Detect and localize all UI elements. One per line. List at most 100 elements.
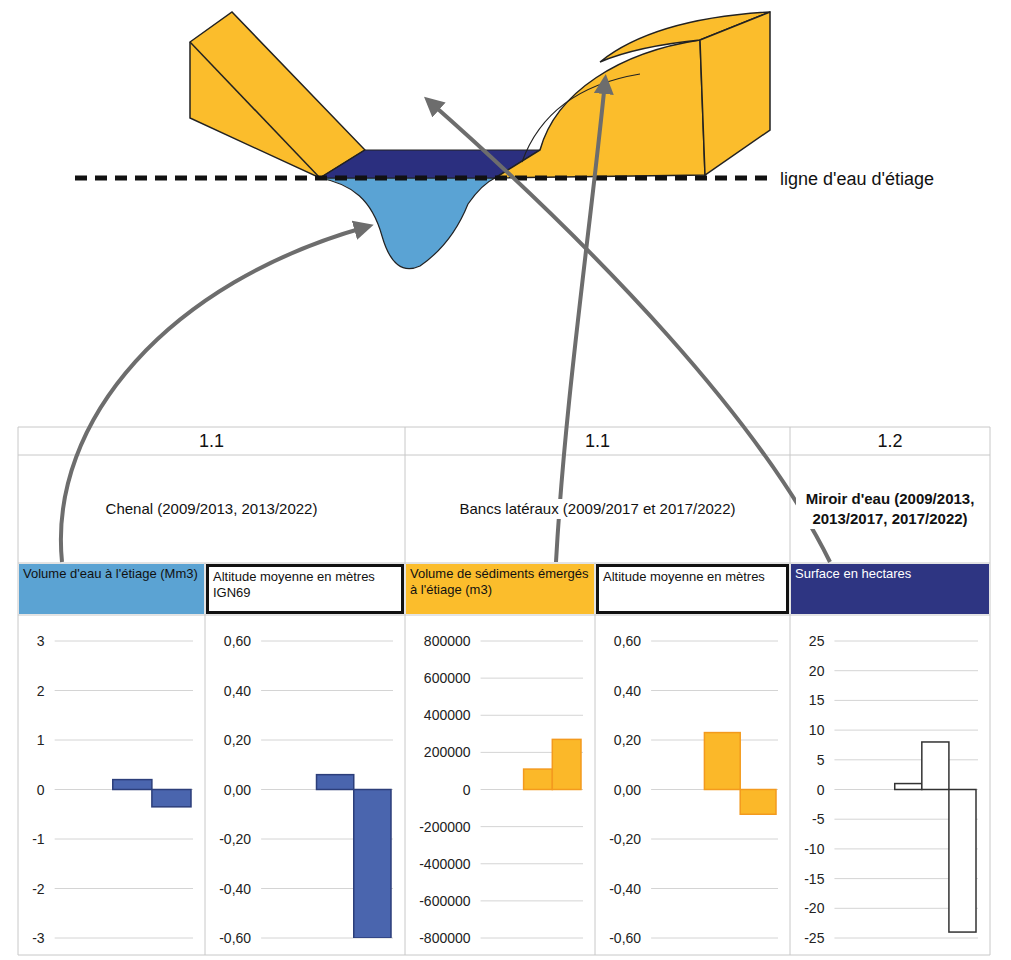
- table-grid: [18, 427, 990, 955]
- bar: [949, 790, 976, 933]
- grid-line: [651, 690, 778, 691]
- table-rule: [990, 563, 991, 955]
- grid-line: [834, 641, 978, 642]
- tick-label: -10: [804, 841, 824, 857]
- left-bank: [190, 12, 365, 178]
- grid-line: [834, 670, 978, 671]
- grid-line: [481, 678, 583, 679]
- section-title-cell: Miroir d'eau (2009/2013, 2013/2017, 2017…: [796, 457, 984, 561]
- tick-label: 0,20: [224, 732, 251, 748]
- bar: [740, 790, 776, 815]
- tick-label: 0: [817, 782, 825, 798]
- grid-line: [481, 826, 583, 827]
- column-header-text: Altitude moyenne en mètres: [603, 569, 765, 585]
- tick-label: -0,60: [219, 930, 251, 946]
- channel: [320, 178, 495, 269]
- tick-label: -600000: [419, 893, 471, 909]
- tick-label: 200000: [424, 744, 471, 760]
- cross-section-diagram: ligne d'eau d'étiage: [75, 12, 934, 269]
- grid-line: [651, 938, 778, 939]
- section-number: 1.2: [877, 431, 902, 452]
- tick-label: 2: [37, 683, 45, 699]
- grid-line: [481, 715, 583, 716]
- mini-chart: -25-20-15-10-50510152025: [804, 633, 978, 946]
- grid-line: [261, 690, 393, 691]
- grid-line: [481, 641, 583, 642]
- section-title-cell: Chenal (2009/2013, 2013/2022): [24, 457, 399, 561]
- tick-label: 20: [809, 663, 825, 679]
- bar: [524, 769, 553, 789]
- tick-label: -0,40: [219, 881, 251, 897]
- bars: [317, 775, 391, 938]
- bars: [524, 739, 581, 789]
- bars: [895, 742, 976, 932]
- table-rule: [18, 455, 990, 456]
- table-rule: [205, 563, 206, 955]
- grid-line: [834, 700, 978, 701]
- section-number: 1.1: [199, 431, 224, 452]
- column-header-text: Volume de sédiments émergés à l'étiage (…: [410, 566, 590, 598]
- table-rule: [18, 563, 990, 564]
- bar: [354, 790, 391, 939]
- grid-line: [651, 641, 778, 642]
- table-rule: [18, 563, 19, 955]
- column-header: Volume d'eau à l'étiage (Mm3): [19, 564, 204, 614]
- tick-label: 0,00: [614, 782, 641, 798]
- tick-label: -2: [32, 881, 45, 897]
- pointer-arrow: [430, 102, 830, 562]
- grid-line: [55, 839, 193, 840]
- text-layer: 1.1 Chenal (2009/2013, 2013/2022) 1.1 Bancs…: [0, 0, 1011, 960]
- main-drawing: ligne d'eau d'étiage-3-2-10123-0,60-0,40…: [0, 0, 1011, 960]
- mini-chart: -3-2-10123: [32, 633, 193, 946]
- section-title: Chenal (2009/2013, 2013/2022): [104, 499, 320, 519]
- grid-line: [261, 641, 393, 642]
- tick-label: -0,20: [219, 831, 251, 847]
- tick-label: -3: [32, 930, 45, 946]
- right-bank-edge: [522, 74, 640, 162]
- mini-chart: -0,60-0,40-0,200,000,200,400,60: [219, 633, 393, 946]
- tick-label: 5: [817, 752, 825, 768]
- tick-label: -0,60: [609, 930, 641, 946]
- mini-chart: -800000-600000-400000-200000020000040000…: [419, 633, 583, 946]
- tick-label: 400000: [424, 707, 471, 723]
- tick-label: -1: [32, 831, 45, 847]
- section-title: Bancs latéraux (2009/2017 et 2017/2022): [457, 499, 737, 519]
- section-number: 1.1: [585, 431, 610, 452]
- tick-label: 1: [37, 732, 45, 748]
- tick-label: 0,00: [224, 782, 251, 798]
- grid-line: [651, 888, 778, 889]
- tick-label: -20: [804, 900, 824, 916]
- tick-label: -400000: [419, 856, 471, 872]
- table-rule: [790, 563, 791, 955]
- column-header: Altitude moyenne en mètres IGN69: [206, 564, 404, 614]
- bar: [113, 780, 152, 790]
- tick-label: -5: [812, 811, 825, 827]
- tick-label: -25: [804, 930, 824, 946]
- section-title: Miroir d'eau (2009/2013, 2013/2017, 2017…: [796, 489, 984, 529]
- grid-line: [55, 690, 193, 691]
- grid-line: [651, 839, 778, 840]
- table-rule: [595, 563, 596, 955]
- bar: [895, 784, 922, 790]
- tick-label: 0,60: [224, 633, 251, 649]
- bar: [704, 733, 740, 790]
- tick-label: 0: [463, 782, 471, 798]
- tick-label: -15: [804, 871, 824, 887]
- section-title-cell: Bancs latéraux (2009/2017 et 2017/2022): [411, 457, 784, 561]
- bars: [704, 733, 776, 815]
- pointer-arrow: [556, 82, 605, 562]
- mini-chart: -0,60-0,40-0,200,000,200,400,60: [609, 633, 778, 946]
- section-number-cell: 1.1: [18, 427, 405, 455]
- table-rule: [405, 427, 406, 563]
- waterline-label: ligne d'eau d'étiage: [780, 169, 934, 189]
- table-rule: [18, 615, 990, 616]
- grid-line: [834, 730, 978, 731]
- column-header: Altitude moyenne en mètres: [596, 564, 789, 614]
- grid-line: [834, 938, 978, 939]
- grid-line: [55, 938, 193, 939]
- table-rule: [405, 563, 406, 955]
- tick-label: -800000: [419, 930, 471, 946]
- column-header-text: Volume d'eau à l'étiage (Mm3): [23, 566, 198, 582]
- table-rule: [18, 427, 990, 428]
- page: ligne d'eau d'étiage-3-2-10123-0,60-0,40…: [0, 0, 1011, 960]
